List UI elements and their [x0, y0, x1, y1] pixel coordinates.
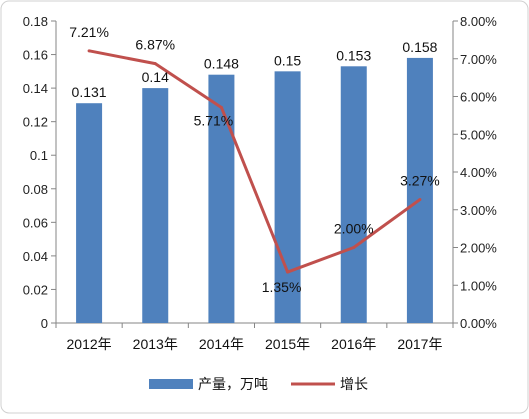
growth-point — [418, 198, 422, 202]
data-labels: 0.131 0.14 0.148 0.15 0.153 0.158 7.21% 6.87% 5.… — [69, 24, 440, 295]
bar-data-label: 0.15 — [274, 52, 301, 68]
bar — [406, 57, 433, 324]
right-tick-label: 4.00% — [460, 165, 497, 180]
x-tick-label: 2014年 — [199, 336, 244, 352]
bar-data-label: 0.148 — [204, 56, 239, 72]
left-tick-label: 0.14 — [23, 81, 48, 96]
left-tick-label: 0.06 — [23, 215, 48, 230]
left-tick-label: 0.16 — [23, 48, 48, 63]
right-tick-label: 0.00% — [460, 316, 497, 331]
axes: 0 0.02 0.04 0.06 0.08 0.1 0.12 0.14 0.16 0.18 0.00… — [23, 14, 498, 352]
line-data-label: 5.71% — [194, 112, 234, 128]
growth-point — [352, 246, 356, 249]
line-data-label: 6.87% — [135, 37, 175, 53]
right-tick-label: 3.00% — [460, 203, 497, 218]
bar-data-label: 0.153 — [336, 47, 371, 63]
legend-bar-label: 产量，万吨 — [198, 376, 268, 392]
right-tick-label: 7.00% — [460, 52, 497, 67]
line-data-label: 7.21% — [69, 24, 109, 40]
legend: 产量，万吨 增长 — [149, 376, 368, 392]
growth-point — [219, 105, 223, 109]
right-tick-label: 6.00% — [460, 90, 497, 105]
bar — [274, 71, 301, 323]
growth-point — [87, 49, 91, 53]
bar-data-label: 0.14 — [142, 69, 169, 85]
left-tick-label: 0.04 — [23, 249, 48, 264]
left-tick-label: 0.08 — [23, 182, 48, 197]
left-tick-label: 0.02 — [23, 282, 48, 297]
x-tick-label: 2017年 — [397, 336, 442, 352]
left-tick-label: 0.18 — [23, 14, 48, 29]
left-tick-label: 0.1 — [30, 148, 48, 163]
bar-data-label: 0.131 — [72, 84, 107, 100]
legend-line-label: 增长 — [340, 376, 368, 392]
x-tick-label: 2015年 — [265, 336, 310, 352]
left-tick-label: 0 — [41, 316, 48, 331]
bar — [340, 66, 367, 324]
growth-point — [153, 62, 157, 66]
bar-series — [76, 57, 433, 324]
line-series — [87, 49, 422, 274]
bar-data-label: 0.158 — [402, 39, 437, 55]
right-tick-label: 1.00% — [460, 278, 497, 293]
line-data-label: 2.00% — [334, 221, 374, 237]
x-tick-label: 2012年 — [67, 336, 112, 352]
bar — [208, 74, 235, 323]
growth-point — [286, 270, 290, 274]
right-tick-label: 8.00% — [460, 14, 497, 29]
left-tick-label: 0.12 — [23, 115, 48, 130]
right-tick-label: 2.00% — [460, 241, 497, 256]
legend-bar-swatch — [149, 379, 193, 389]
x-tick-label: 2013年 — [133, 336, 178, 352]
bar — [142, 88, 169, 323]
x-tick-label: 2016年 — [331, 336, 376, 352]
line-data-label: 1.35% — [262, 279, 302, 295]
line-data-label: 3.27% — [400, 173, 440, 189]
growth-line — [88, 49, 421, 274]
right-tick-label: 5.00% — [460, 127, 497, 142]
bar — [76, 103, 103, 323]
